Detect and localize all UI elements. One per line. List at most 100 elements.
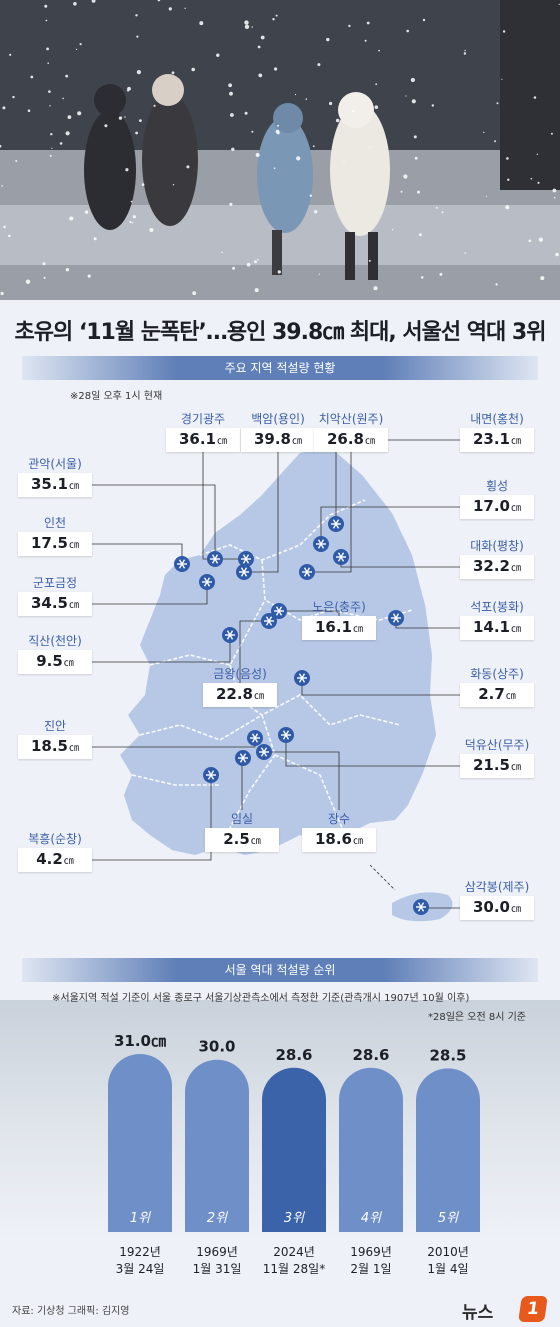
rank-note2: *28일은 오전 8시 기준 — [427, 1012, 526, 1023]
leader-line — [202, 452, 246, 560]
bar-value-label: 28.6 — [275, 1046, 312, 1064]
snow-marker-icon — [328, 516, 344, 532]
region-value: 34.5㎝ — [18, 592, 92, 616]
leader-line — [92, 775, 212, 861]
region-unit: ㎝ — [69, 540, 79, 551]
region-value: 18.6㎝ — [302, 828, 376, 852]
region-callout: 금왕(음성) 22.8㎝ — [203, 665, 277, 707]
region-value: 39.8㎝ — [241, 428, 315, 452]
region-name: 화동(상주) — [470, 667, 524, 681]
region-value: 32.2㎝ — [460, 555, 534, 579]
bar-date-label: 1969년 2월 1일 — [326, 1244, 416, 1278]
region-name: 관악(서울) — [28, 457, 82, 471]
bar-date-label: 2010년 1월 4일 — [403, 1244, 493, 1278]
region-callout: 치악산(원주) 26.8㎝ — [314, 410, 388, 452]
snow-marker-icon — [261, 613, 277, 629]
bar-value-label: 28.5 — [429, 1046, 466, 1064]
snow-marker-icon — [313, 536, 329, 552]
news1-logo: 뉴스 1 — [462, 1296, 548, 1323]
footer-source: 자료: 기상청 그래픽: 김지영 — [12, 1306, 130, 1317]
region-callout: 석포(봉화) 14.1㎝ — [460, 598, 534, 640]
leader-line — [239, 620, 269, 707]
bar-rank-label: 1위 — [130, 1211, 151, 1226]
region-unit: ㎝ — [505, 691, 516, 702]
date-line: 11월 28일* — [262, 1262, 326, 1276]
snow-marker-icon — [271, 603, 287, 619]
bar-date-label: 2024년 11월 28일* — [249, 1244, 339, 1278]
region-name: 내면(홍천) — [470, 412, 524, 426]
region-value: 26.8㎝ — [314, 428, 388, 452]
region-callout: 경기광주 36.1㎝ — [166, 410, 240, 452]
date-line: 1969년 — [350, 1245, 392, 1259]
logo-badge: 1 — [518, 1296, 548, 1322]
region-callout: 대화(평창) 32.2㎝ — [460, 537, 534, 579]
region-callout: 횡성 17.0㎝ — [460, 477, 534, 519]
region-name: 임실 — [230, 812, 254, 826]
region-value: 2.7㎝ — [460, 683, 534, 707]
region-unit: ㎝ — [69, 481, 79, 492]
region-name: 경기광주 — [180, 412, 226, 426]
snow-marker-icon — [199, 574, 215, 590]
region-callout: 노은(충주) 16.1㎝ — [302, 598, 376, 640]
region-name: 대화(평창) — [470, 539, 524, 553]
date-line: 1922년 — [119, 1245, 161, 1259]
snow-marker-icon — [333, 549, 349, 565]
leader-line — [244, 452, 279, 573]
region-value: 14.1㎝ — [460, 616, 534, 640]
region-value: 22.8㎝ — [203, 683, 277, 707]
bar-value-label: 30.0 — [198, 1038, 235, 1056]
region-unit: ㎝ — [353, 836, 363, 847]
leader-line — [92, 543, 183, 564]
rank-bar — [416, 1068, 480, 1232]
bar-rank-label: 2위 — [207, 1211, 228, 1226]
region-callout: 복흥(순창) 4.2㎝ — [18, 830, 92, 872]
region-callout: 백암(용인) 39.8㎝ — [241, 410, 315, 452]
snow-marker-icon — [174, 556, 190, 572]
region-unit: ㎝ — [69, 743, 79, 754]
region-unit: ㎝ — [511, 762, 521, 773]
region-name: 덕유산(무주) — [464, 738, 530, 752]
snow-marker-icon — [236, 564, 252, 580]
snow-marker-icon — [388, 610, 404, 626]
snow-marker-icon — [247, 730, 263, 746]
region-value: 30.0㎝ — [460, 896, 534, 920]
region-name: 직산(천안) — [28, 634, 82, 648]
leader-line — [92, 635, 231, 663]
date-line: 2010년 — [427, 1245, 469, 1259]
region-value: 2.5㎝ — [205, 828, 279, 852]
date-line: 2024년 — [273, 1245, 315, 1259]
rank-section-title: 서울 역대 적설량 순위 — [22, 958, 538, 982]
date-line: 1월 4일 — [427, 1262, 469, 1276]
region-name: 복흥(순창) — [28, 832, 82, 846]
headline: 초유의 ‘11월 눈폭탄’…용인 39.8㎝ 최대, 서울선 역대 3위 — [14, 320, 547, 345]
date-line: 2월 1일 — [350, 1262, 392, 1276]
snow-photo — [0, 0, 560, 300]
region-callout: 덕유산(무주) 21.5㎝ — [460, 736, 534, 778]
leader-line — [264, 751, 340, 810]
date-line: 3월 24일 — [115, 1262, 165, 1276]
ranking-chart: 31.0㎝ 1위 30.0 2위 28.6 3위 28.6 4위 28.5 5위 — [108, 1032, 480, 1232]
region-name: 장수 — [327, 812, 351, 826]
logo-text: 뉴스 — [462, 1303, 494, 1323]
map-section-title: 주요 지역 적설량 현황 — [22, 356, 538, 380]
region-callout: 군포금정 34.5㎝ — [18, 574, 92, 616]
region-unit: ㎝ — [511, 503, 521, 514]
snow-marker-icon — [413, 899, 429, 915]
region-value: 23.1㎝ — [460, 428, 534, 452]
snow-scene-image — [0, 0, 560, 300]
region-value: 17.0㎝ — [460, 495, 534, 519]
region-callout: 임실 2.5㎝ — [205, 810, 279, 852]
region-name: 군포금정 — [32, 576, 78, 590]
bar-rank-label: 3위 — [284, 1211, 305, 1226]
korea-map — [92, 439, 460, 922]
region-name: 노은(충주) — [312, 600, 366, 614]
rank-note: ※서울지역 적설 기준이 서울 종로구 서울기상관측소에서 측정한 기준(관측개… — [52, 993, 470, 1004]
region-unit: ㎝ — [292, 436, 302, 447]
leader-line — [320, 506, 460, 544]
region-unit: ㎝ — [511, 436, 521, 447]
bar-date-label: 1922년 3월 24일 — [95, 1244, 185, 1278]
map-note: ※28일 오후 1시 현재 — [70, 391, 163, 402]
region-name: 인천 — [43, 516, 67, 530]
region-value: 18.5㎝ — [18, 735, 92, 759]
region-unit: ㎝ — [511, 563, 521, 574]
